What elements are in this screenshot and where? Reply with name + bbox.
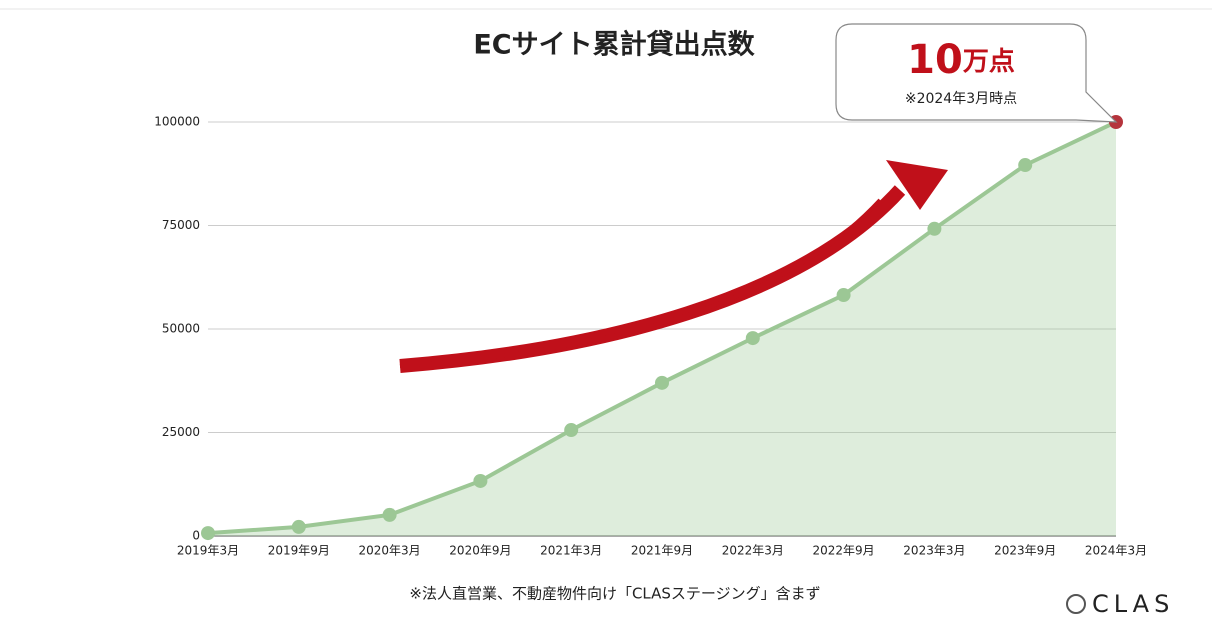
chart-title: ECサイト累計貸出点数 (473, 29, 755, 61)
callout-note: ※2024年3月時点 (905, 91, 1017, 107)
y-tick-label: 25000 (162, 425, 200, 439)
point (655, 376, 669, 390)
point (746, 331, 760, 345)
x-tick-label: 2024年3月 (1085, 544, 1147, 558)
plot-area: 0 25000 50000 75000 100000 2019年3月 2019年9月 2020… (154, 115, 1147, 558)
x-tick-label: 2019年3月 (177, 544, 239, 558)
point (927, 222, 941, 236)
x-tick-label: 2021年9月 (631, 544, 693, 558)
point (473, 474, 487, 488)
point (1018, 158, 1032, 172)
x-tick-label: 2019年9月 (268, 544, 330, 558)
logo: CLAS (1092, 590, 1174, 618)
x-tick-label: 2023年3月 (903, 544, 965, 558)
y-tick-label: 100000 (154, 115, 200, 129)
x-tick-label: 2022年9月 (813, 544, 875, 558)
point (837, 288, 851, 302)
point (201, 526, 215, 540)
x-tick-label: 2021年3月 (540, 544, 602, 558)
point (292, 520, 306, 534)
callout-value: 10 (907, 37, 963, 83)
x-tick-label: 2022年3月 (722, 544, 784, 558)
footnote: ※法人直営業、不動産物件向け「CLASステージング」含まず (409, 585, 820, 603)
point (383, 508, 397, 522)
x-tick-label: 2023年9月 (994, 544, 1056, 558)
y-tick-label: 75000 (162, 218, 200, 232)
point (564, 423, 578, 437)
logo-icon (1067, 595, 1085, 613)
y-tick-label: 50000 (162, 322, 200, 336)
x-tick-label: 2020年3月 (359, 544, 421, 558)
callout-unit: 万点 (963, 46, 1015, 77)
y-tick-label: 0 (192, 529, 200, 543)
chart: ECサイト累計貸出点数 0 25000 50000 75000 100000 2019年3… (0, 0, 1212, 631)
x-tick-label: 2020年9月 (449, 544, 511, 558)
